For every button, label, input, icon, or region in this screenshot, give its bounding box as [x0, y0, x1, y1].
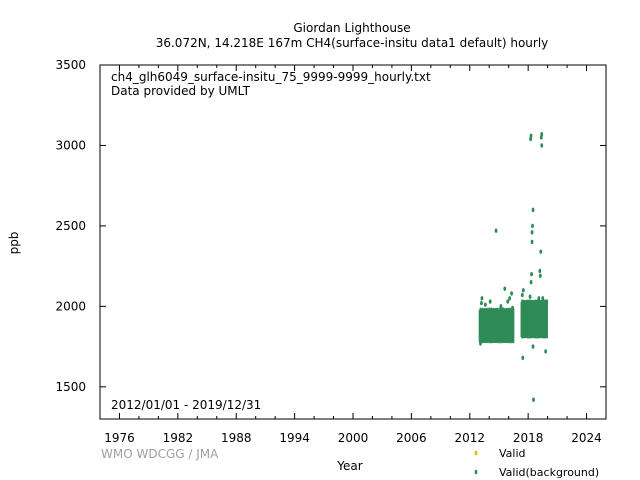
plot-frame [99, 64, 607, 420]
data-point [531, 344, 535, 349]
data-point [540, 143, 544, 148]
y-axis-label: ppb [7, 232, 21, 255]
legend-label: Valid(background) [499, 466, 599, 479]
data-point [542, 304, 546, 309]
data-point [539, 249, 543, 254]
credit-label: WMO WDCGG / JMA [101, 447, 219, 461]
legend-marker [474, 469, 478, 475]
data-point [520, 292, 524, 298]
x-tick-label: 2018 [513, 431, 544, 445]
x-tick-label: 1988 [221, 431, 252, 445]
data-point [544, 349, 548, 354]
data-point [541, 296, 545, 301]
data-point [530, 239, 534, 245]
y-tick-label: 2500 [55, 219, 86, 233]
x-tick-label: 1994 [279, 431, 310, 445]
data-point [531, 207, 535, 213]
provider-label: Data provided by UMLT [111, 84, 251, 98]
x-tick-label: 1976 [104, 431, 135, 445]
chart-title: Giordan Lighthouse [293, 21, 410, 35]
data-point [532, 397, 535, 402]
data-point [492, 312, 496, 317]
x-tick-label: 2012 [454, 431, 485, 445]
x-tick-label: 2024 [571, 431, 602, 445]
data-point [510, 291, 514, 296]
data-point [503, 286, 507, 291]
data-point [529, 133, 533, 138]
data-point [483, 302, 487, 307]
legend-label: Valid [499, 447, 526, 460]
y-tick-label: 3000 [55, 138, 86, 152]
file-label: ch4_glh6049_surface-insitu_75_9999-9999_… [111, 70, 431, 84]
data-point [488, 299, 492, 304]
data-point [511, 305, 514, 311]
data-point [531, 223, 534, 229]
y-tick-label: 2000 [55, 299, 86, 313]
y-tick-label: 3500 [55, 58, 86, 72]
chart-subtitle: 36.072N, 14.218E 167m CH4(surface-insitu… [156, 36, 549, 50]
data-point [480, 296, 484, 301]
data-point [529, 280, 533, 285]
data-point [545, 299, 549, 304]
axis-ticks: 1976 1982 1988 1994 2000 2006 2012 2018 2024 1500… [55, 58, 607, 445]
data-point [530, 230, 534, 235]
data-point [537, 296, 541, 301]
data-point [499, 304, 503, 309]
data-point [508, 296, 512, 301]
data-point [494, 228, 498, 233]
x-tick-label: 1982 [163, 431, 194, 445]
x-tick-label: 2000 [338, 431, 369, 445]
legend-marker [474, 450, 478, 456]
data-point [479, 341, 482, 346]
y-tick-label: 1500 [55, 380, 86, 394]
x-axis-label: Year [336, 459, 362, 473]
period-label: 2012/01/01 - 2019/12/31 [111, 398, 261, 412]
data-point [522, 304, 526, 309]
data-point [521, 288, 525, 293]
data-point [521, 355, 525, 361]
data-point [528, 294, 532, 299]
x-tick-label: 2006 [396, 431, 427, 445]
legend: Valid Valid(background) [474, 447, 599, 479]
data-point [530, 271, 533, 277]
data-point [506, 299, 510, 304]
data-point [480, 300, 483, 306]
data-point [501, 307, 505, 312]
data-point [538, 273, 542, 278]
data-point [540, 131, 544, 137]
data-marks [478, 131, 549, 402]
data-point [538, 268, 542, 274]
